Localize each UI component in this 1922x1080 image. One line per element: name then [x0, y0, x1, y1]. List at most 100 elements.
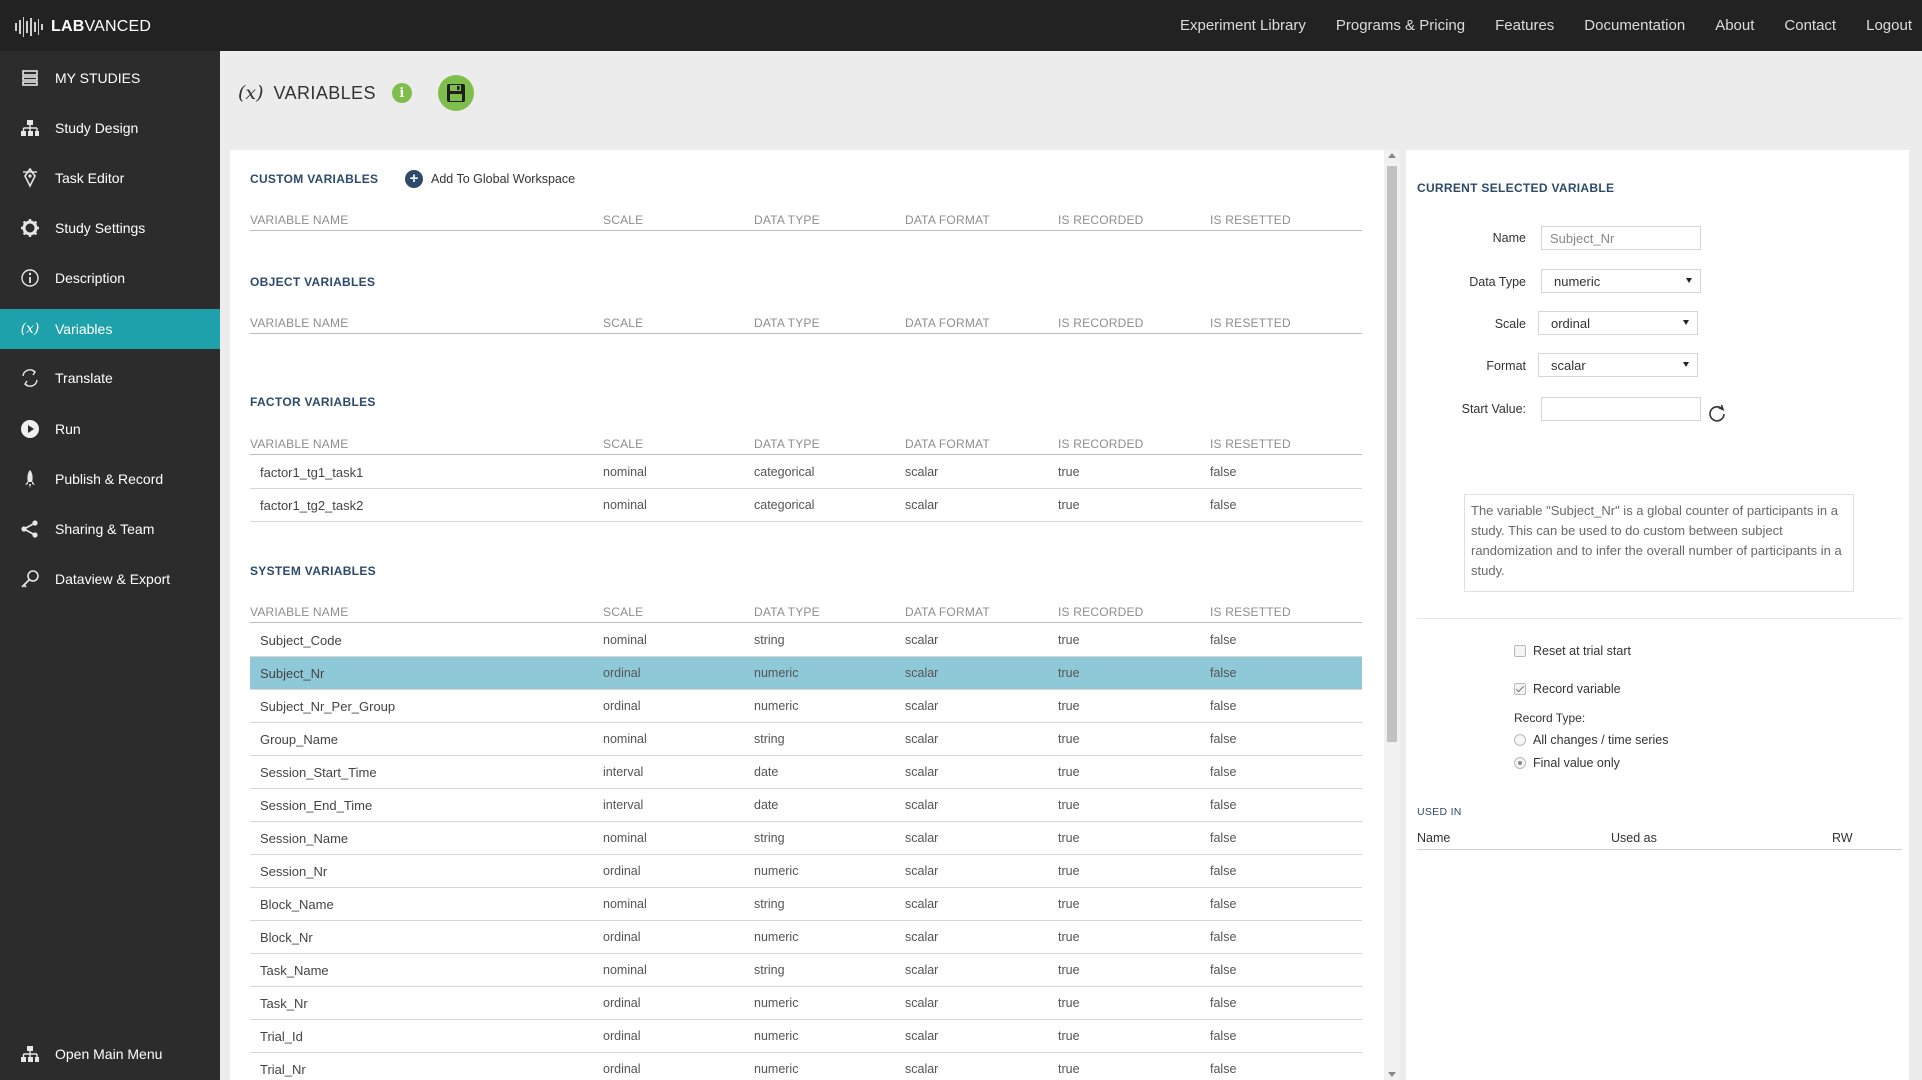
topnav-documentation[interactable]: Documentation — [1584, 17, 1686, 34]
system-variables-title: SYSTEM VARIABLES — [250, 564, 376, 578]
column-header[interactable]: IS RECORDED — [1058, 437, 1144, 451]
table-row[interactable]: Task_Name nominal string scalar true false — [250, 954, 1362, 987]
column-header[interactable]: SCALE — [603, 213, 644, 227]
reset-at-trial-start-checkbox[interactable]: Reset at trial start — [1514, 644, 1631, 658]
column-header[interactable]: DATA TYPE — [754, 213, 820, 227]
radio-dot[interactable] — [1514, 734, 1526, 746]
table-cell: scalar — [905, 666, 939, 680]
table-cell: false — [1210, 831, 1237, 845]
table-cell: numeric — [754, 996, 799, 1010]
table-row[interactable]: Subject_Nr ordinal numeric scalar true false — [250, 657, 1362, 690]
column-header[interactable]: SCALE — [603, 316, 644, 330]
topnav-experiment-library[interactable]: Experiment Library — [1179, 17, 1306, 34]
sidebar-item-run[interactable]: Run — [0, 409, 220, 449]
column-header[interactable]: IS RESETTED — [1210, 437, 1291, 451]
checkbox-box[interactable] — [1514, 645, 1526, 657]
column-header[interactable]: IS RESETTED — [1210, 213, 1291, 227]
sidebar: MY STUDIES Study Design Task Editor Study S… — [0, 51, 220, 1080]
table-cell: false — [1210, 963, 1237, 977]
record-all-changes-radio[interactable]: All changes / time series — [1514, 733, 1668, 747]
column-header[interactable]: DATA FORMAT — [905, 605, 990, 619]
refresh-icon[interactable] — [1706, 403, 1728, 425]
topnav-programs-pricing[interactable]: Programs & Pricing — [1335, 17, 1466, 34]
scroll-down-arrow-icon[interactable] — [1388, 1072, 1396, 1077]
table-cell: scalar — [905, 963, 939, 977]
sidebar-item-description[interactable]: Description — [0, 258, 220, 298]
table-row[interactable]: Trial_Id ordinal numeric scalar true false — [250, 1020, 1362, 1053]
column-header[interactable]: IS RECORDED — [1058, 605, 1144, 619]
column-header[interactable]: DATA TYPE — [754, 437, 820, 451]
topnav-about[interactable]: About — [1715, 17, 1755, 34]
info-icon[interactable]: i — [391, 83, 412, 103]
table-row[interactable]: Session_Start_Time interval date scalar true… — [250, 756, 1362, 789]
rocket-icon — [20, 469, 40, 489]
table-cell: Trial_Id — [260, 1029, 303, 1044]
table-row[interactable]: Subject_Code nominal string scalar true false — [250, 624, 1362, 657]
table-row[interactable]: factor1_tg1_task1 nominal categorical scala… — [250, 456, 1362, 489]
table-cell: numeric — [754, 930, 799, 944]
column-header[interactable]: VARIABLE NAME — [250, 213, 349, 227]
sidebar-item-my-studies[interactable]: MY STUDIES — [0, 58, 220, 98]
table-cell: ordinal — [603, 666, 641, 680]
table-cell: true — [1058, 930, 1080, 944]
labvanced-logo[interactable]: LABVANCED — [15, 15, 151, 39]
radio-dot[interactable] — [1514, 757, 1526, 769]
table-row[interactable]: Session_End_Time interval date scalar true fa… — [250, 789, 1362, 822]
scale-select[interactable]: ordinal — [1538, 311, 1698, 335]
table-row[interactable]: Subject_Nr_Per_Group ordinal numeric scalar… — [250, 690, 1362, 723]
column-header[interactable]: SCALE — [603, 605, 644, 619]
column-header[interactable]: SCALE — [603, 437, 644, 451]
table-cell: Session_End_Time — [260, 798, 373, 813]
table-cell: true — [1058, 798, 1080, 812]
table-cell: true — [1058, 996, 1080, 1010]
table-row[interactable]: factor1_tg2_task2 nominal categorical scala… — [250, 489, 1362, 522]
column-header[interactable]: IS RECORDED — [1058, 213, 1144, 227]
table-row[interactable]: Trial_Nr ordinal numeric scalar true false — [250, 1053, 1362, 1080]
column-header[interactable]: IS RESETTED — [1210, 316, 1291, 330]
topnav-logout[interactable]: Logout — [1866, 17, 1912, 34]
name-field[interactable] — [1541, 226, 1701, 250]
sidebar-item-dataview-export[interactable]: Dataview & Export — [0, 559, 220, 599]
column-header[interactable]: IS RESETTED — [1210, 605, 1291, 619]
table-cell: ordinal — [603, 930, 641, 944]
sidebar-item-publish-record[interactable]: Publish & Record — [0, 459, 220, 499]
scroll-up-arrow-icon[interactable] — [1388, 153, 1396, 158]
checkbox-box[interactable] — [1514, 683, 1526, 695]
sidebar-item-sharing-team[interactable]: Sharing & Team — [0, 509, 220, 549]
save-button[interactable] — [437, 75, 474, 111]
table-row[interactable]: Group_Name nominal string scalar true false — [250, 723, 1362, 756]
table-row[interactable]: Task_Nr ordinal numeric scalar true false — [250, 987, 1362, 1020]
topnav-features[interactable]: Features — [1495, 17, 1555, 34]
data-type-select[interactable]: numeric — [1541, 269, 1701, 293]
sidebar-item-study-settings[interactable]: Study Settings — [0, 208, 220, 248]
start-value-field[interactable] — [1541, 397, 1701, 421]
variable-icon: (x) — [20, 321, 40, 337]
table-row[interactable]: Block_Name nominal string scalar true false — [250, 888, 1362, 921]
table-cell: ordinal — [603, 1029, 641, 1043]
column-header[interactable]: DATA TYPE — [754, 316, 820, 330]
table-row[interactable]: Block_Nr ordinal numeric scalar true false — [250, 921, 1362, 954]
record-variable-checkbox[interactable]: Record variable — [1514, 682, 1621, 696]
record-final-value-radio[interactable]: Final value only — [1514, 756, 1620, 770]
topnav-contact[interactable]: Contact — [1784, 17, 1837, 34]
column-header[interactable]: DATA FORMAT — [905, 213, 990, 227]
format-select[interactable]: scalar — [1538, 353, 1698, 377]
sidebar-item-translate[interactable]: Translate — [0, 358, 220, 398]
scrollbar-thumb[interactable] — [1387, 166, 1397, 742]
sidebar-item-variables[interactable]: (x) Variables — [0, 309, 220, 349]
column-header[interactable]: IS RECORDED — [1058, 316, 1144, 330]
add-to-global-workspace-button[interactable]: + Add To Global Workspace — [405, 170, 575, 188]
column-header[interactable]: DATA FORMAT — [905, 316, 990, 330]
column-header[interactable]: VARIABLE NAME — [250, 316, 349, 330]
column-header[interactable]: VARIABLE NAME — [250, 437, 349, 451]
column-header[interactable]: DATA FORMAT — [905, 437, 990, 451]
column-header[interactable]: VARIABLE NAME — [250, 605, 349, 619]
table-row[interactable]: Session_Name nominal string scalar true false — [250, 822, 1362, 855]
table-cell: nominal — [603, 831, 647, 845]
table-row[interactable]: Session_Nr ordinal numeric scalar true false — [250, 855, 1362, 888]
sidebar-item-open-main-menu[interactable]: Open Main Menu — [0, 1034, 220, 1074]
column-header[interactable]: DATA TYPE — [754, 605, 820, 619]
tables-scrollbar[interactable] — [1384, 150, 1400, 1080]
sidebar-item-study-design[interactable]: Study Design — [0, 108, 220, 148]
sidebar-item-task-editor[interactable]: Task Editor — [0, 158, 220, 198]
